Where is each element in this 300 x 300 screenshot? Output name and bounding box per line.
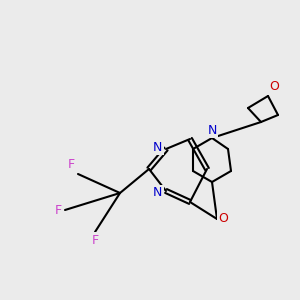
- Text: F: F: [55, 203, 62, 217]
- Text: N: N: [207, 124, 217, 136]
- Text: O: O: [218, 212, 228, 226]
- Text: N: N: [153, 186, 162, 199]
- Text: F: F: [92, 233, 99, 247]
- Text: F: F: [68, 158, 75, 171]
- Text: O: O: [269, 80, 279, 93]
- Text: N: N: [153, 141, 162, 154]
